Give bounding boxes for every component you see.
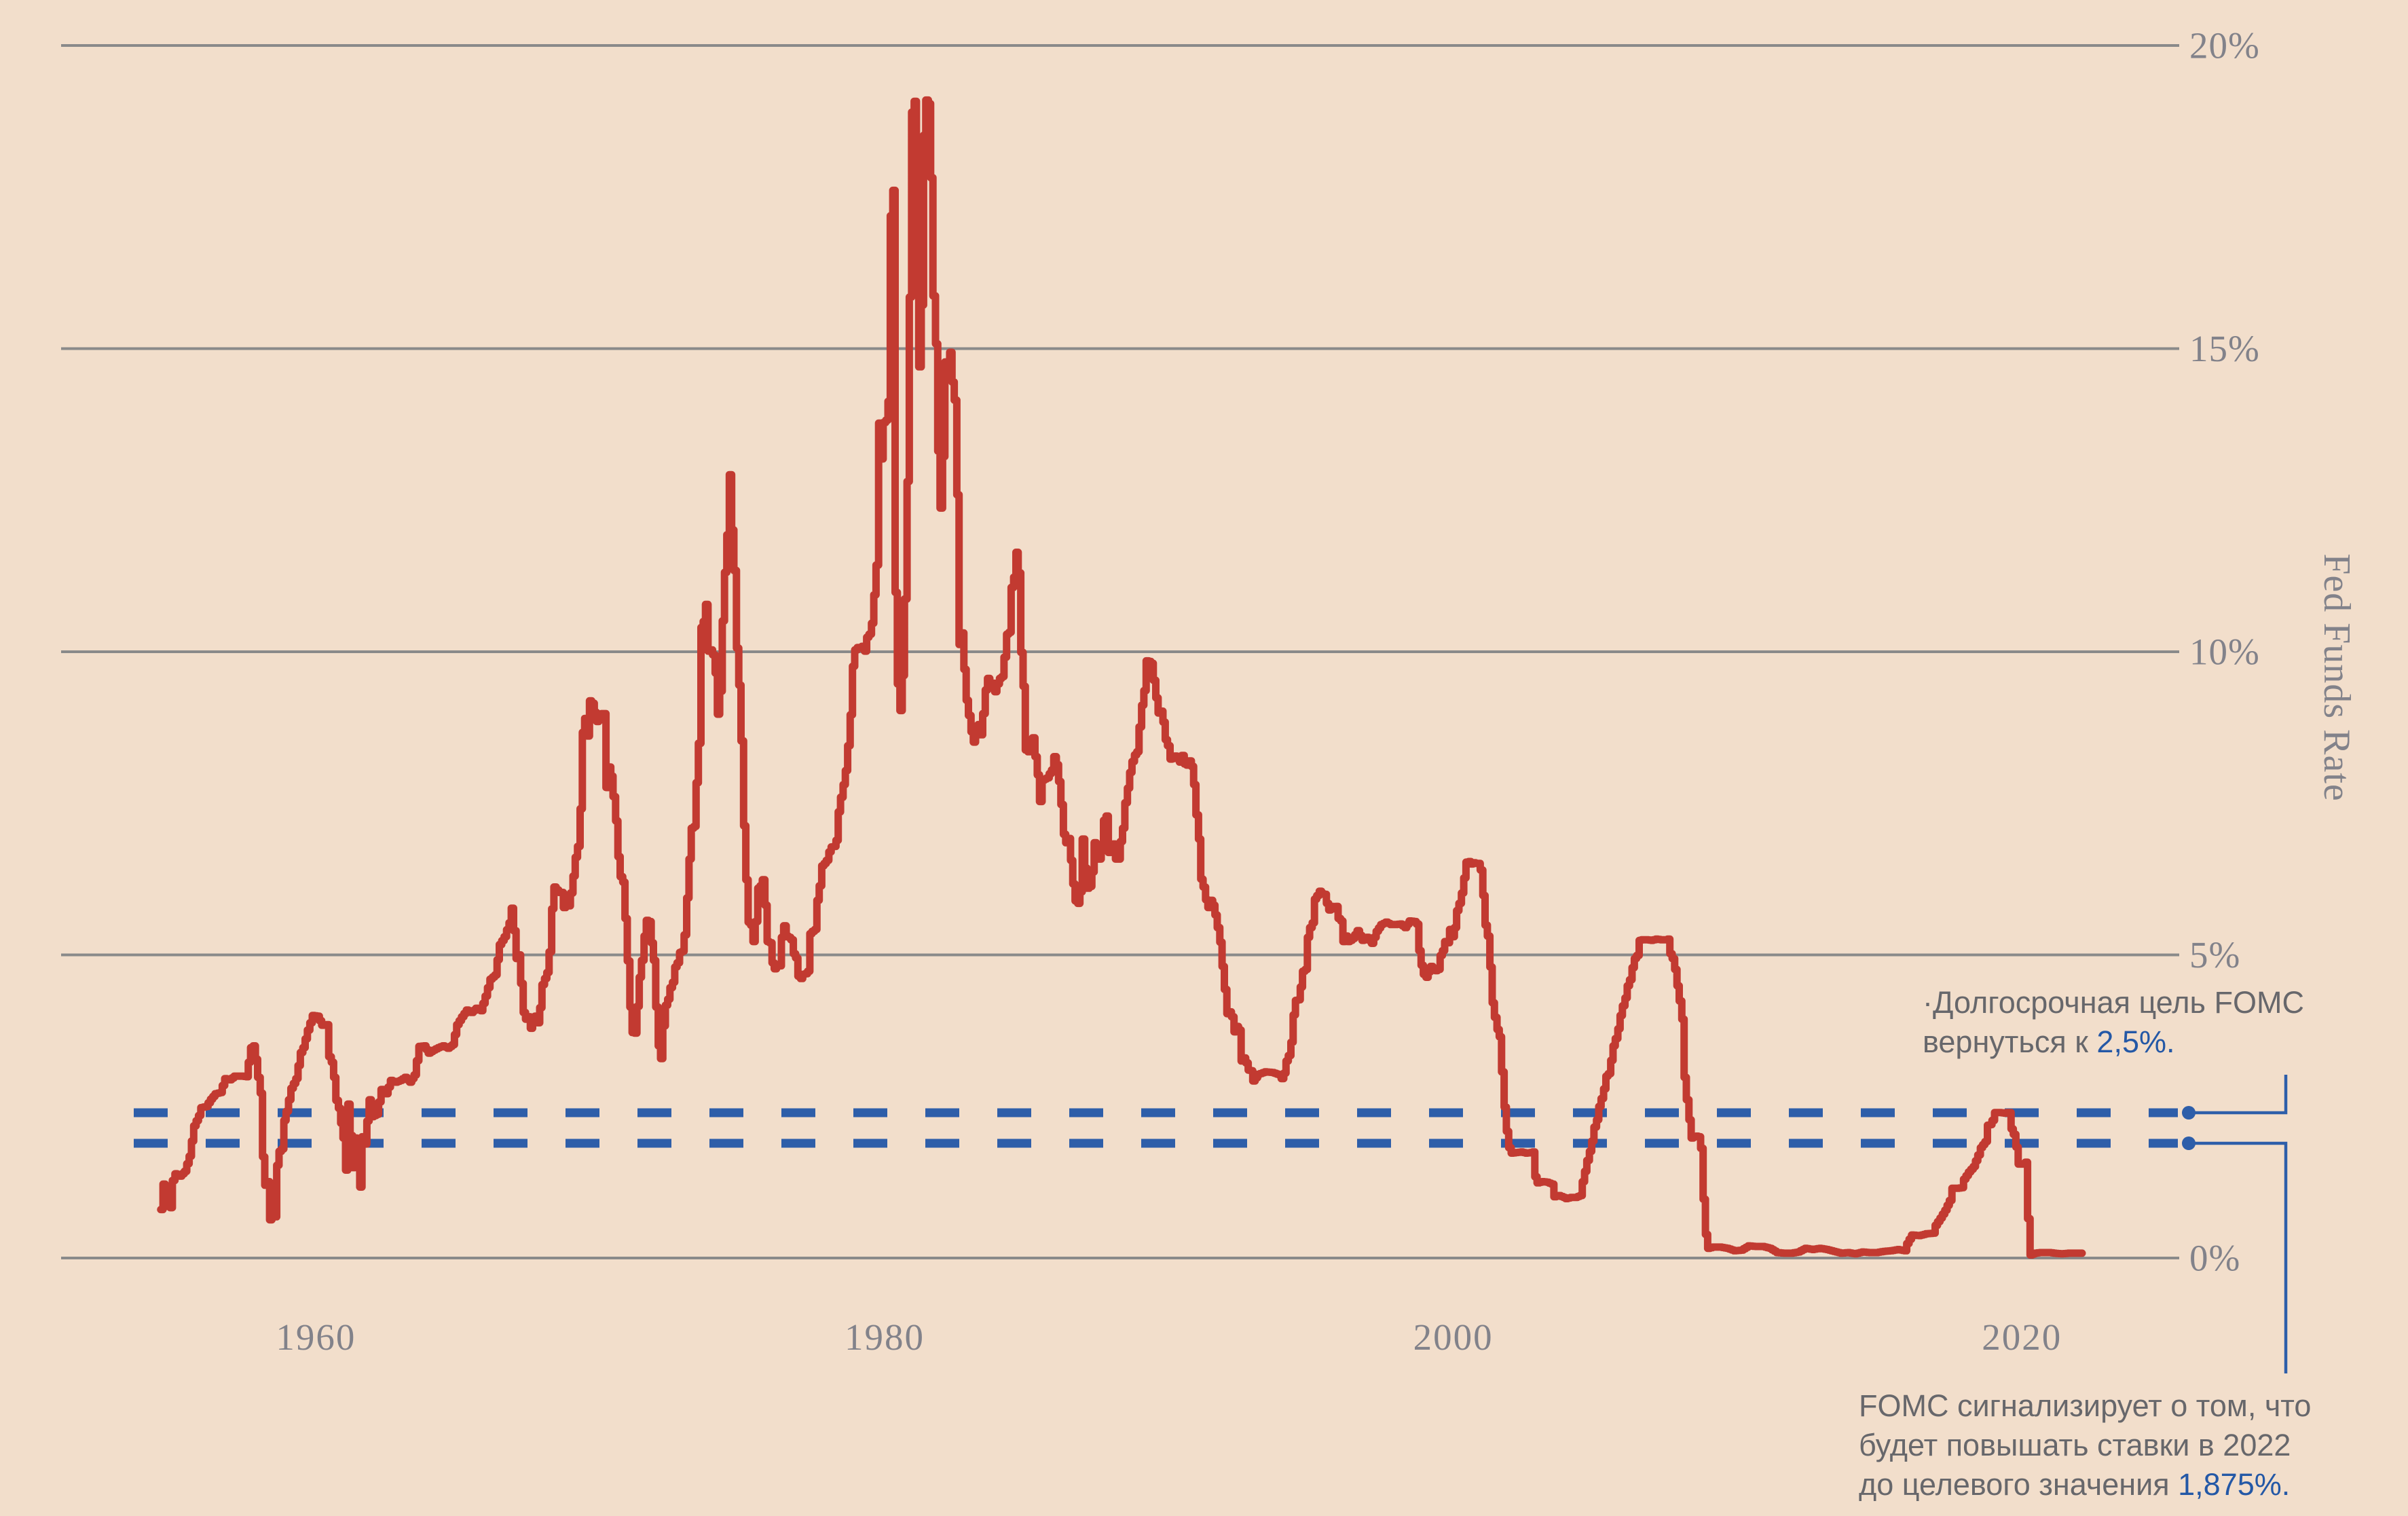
annotation-line: будет повышать ставки в 2022	[1859, 1428, 2291, 1462]
target-value-2-5: 2,5%.	[2096, 1024, 2175, 1059]
annotation-line: ·Долгосрочная цель FOMC	[1923, 985, 2304, 1020]
y-tick-label-20%: 20%	[2189, 25, 2260, 67]
x-tick-label-2020: 2020	[1982, 1316, 2062, 1358]
x-tick-label-2000: 2000	[1413, 1316, 1494, 1358]
annotation-line: вернуться к 2,5%.	[1923, 1024, 2175, 1059]
fomc-target-dashed-lines	[134, 1106, 2196, 1150]
fomc-2022-target-connector-line	[2189, 1141, 2288, 1373]
y-axis-title: Fed Funds Rate	[2316, 553, 2358, 802]
annotation-connector-lines	[2189, 1075, 2288, 1373]
x-axis-tick-labels: 1960 1980 2000 2020	[276, 1316, 2062, 1358]
fed-funds-rate-line	[157, 96, 2086, 1259]
y-axis-tick-labels: 20% 15% 10% 5% 0%	[2189, 25, 2260, 1279]
annotation-fomc-2022-signal: FOMC сигнализирует о том, что будет повы…	[1859, 1386, 2311, 1504]
x-tick-label-1980: 1980	[845, 1316, 925, 1358]
gridlines	[61, 44, 2179, 1259]
annotation-leader-dot: ·	[1923, 985, 1933, 1020]
y-tick-label-10%: 10%	[2189, 631, 2260, 673]
annotation-line: до целевого значения 1,875%.	[1859, 1467, 2291, 1502]
fomc-long-term-target-connector-line	[2189, 1075, 2288, 1115]
y-tick-label-15%: 15%	[2189, 328, 2260, 369]
annotation-fomc-long-term-target: ·Долгосрочная цель FOMC вернуться к 2,5%…	[1923, 983, 2304, 1062]
x-tick-label-1960: 1960	[276, 1316, 356, 1358]
annotation-line: FOMC сигнализирует о том, что	[1859, 1388, 2312, 1423]
y-tick-label-5%: 5%	[2189, 934, 2240, 976]
target-value-1-875: 1,875%.	[2178, 1467, 2291, 1502]
y-tick-label-0%: 0%	[2189, 1238, 2240, 1279]
